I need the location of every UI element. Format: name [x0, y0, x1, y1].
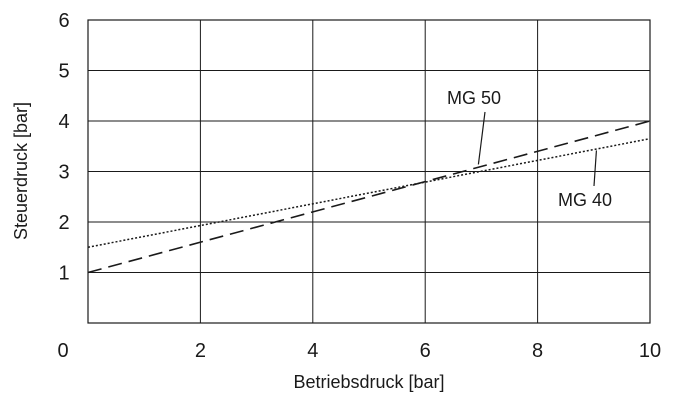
y-tick-label: 2	[58, 212, 69, 234]
y-tick-label: 3	[58, 162, 69, 184]
x-axis-title: Betriebsdruck [bar]	[293, 372, 444, 392]
x-tick-labels: 0 2 4 6 8 10	[57, 340, 661, 362]
x-tick-label: 6	[420, 340, 431, 362]
x-tick-label: 4	[307, 340, 318, 362]
y-tick-label: 5	[58, 61, 69, 83]
y-tick-label: 1	[58, 263, 69, 285]
x-tick-label: 2	[195, 340, 206, 362]
y-tick-labels: 1 2 3 4 5 6	[58, 10, 69, 285]
x-tick-label: 0	[57, 340, 68, 362]
x-tick-label: 10	[639, 340, 661, 362]
grid	[88, 20, 650, 323]
x-tick-label: 8	[532, 340, 543, 362]
series-group	[87, 120, 651, 274]
annotation-mg40: MG 40	[558, 190, 612, 210]
series-line-mg-50	[87, 120, 651, 274]
series-line-mg-40	[87, 137, 651, 248]
y-tick-label: 6	[58, 10, 69, 32]
y-axis-title: Steuerdruck [bar]	[11, 102, 31, 240]
annotation-leader-mg50	[477, 111, 486, 165]
annotation-mg50: MG 50	[447, 88, 501, 108]
annotation-leader-mg40	[593, 150, 598, 187]
y-tick-label: 4	[58, 111, 69, 133]
annotation-leaders	[477, 111, 598, 187]
